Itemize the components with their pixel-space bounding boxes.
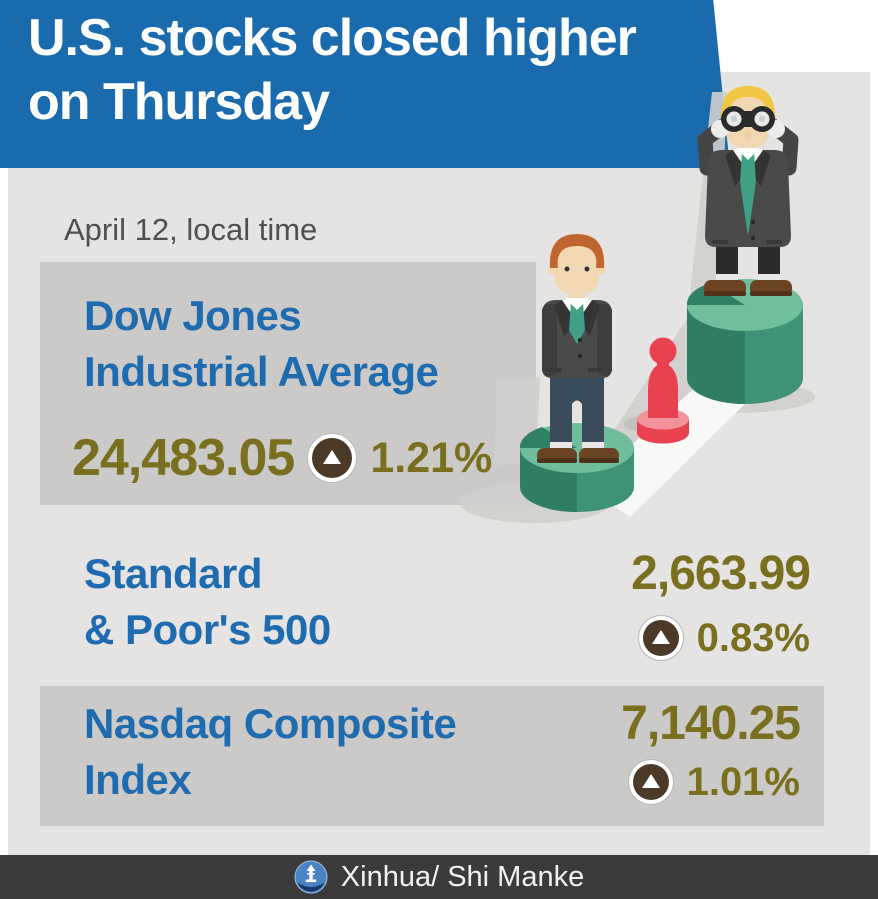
up-triangle [651, 630, 670, 644]
dow-change: 1.21% [370, 433, 493, 482]
nasdaq-change-row: 1.01% [470, 759, 800, 805]
nasdaq-name-line2: Index [84, 756, 192, 803]
nasdaq-name: Nasdaq Composite Index [84, 696, 457, 808]
up-triangle [323, 450, 342, 464]
page-title: U.S. stocks closed higher on Thursday [28, 6, 637, 134]
credit-text: Xinhua/ Shi Manke [340, 860, 585, 893]
sp500-name-line2: & Poor's 500 [84, 606, 331, 653]
nasdaq-card [40, 686, 824, 826]
up-triangle [641, 774, 660, 788]
nasdaq-name-line1: Nasdaq Composite [84, 700, 457, 747]
up-arrow-circle [632, 764, 669, 800]
header-banner [0, 0, 730, 168]
dow-jones-card [40, 262, 536, 505]
dow-value: 24,483.05 [72, 429, 295, 487]
sp500-value-block: 2,663.99 0.83% [480, 546, 811, 661]
sp500-name-line1: Standard [84, 550, 263, 597]
footer-bar: Xinhua/ Shi Manke [0, 855, 878, 899]
sp500-value: 2,663.99 [631, 547, 811, 600]
up-arrow-circle [642, 620, 679, 656]
nasdaq-value: 7,140.25 [621, 697, 801, 750]
dow-jones-name: Dow Jones Industrial Average [84, 288, 439, 400]
dow-value-row: 24,483.05 1.21% [72, 428, 492, 488]
sp500-change-row: 0.83% [480, 615, 810, 661]
dow-name-line2: Industrial Average [84, 348, 439, 395]
page-title-line2: on Thursday [28, 73, 330, 131]
date-label: April 12, local time [64, 212, 318, 247]
up-arrow-icon [637, 615, 684, 661]
xinhua-logo-icon [294, 860, 328, 894]
nasdaq-change: 1.01% [686, 759, 800, 804]
page-title-line1: U.S. stocks closed higher [28, 9, 637, 67]
up-arrow-circle [312, 438, 353, 478]
sp500-name: Standard & Poor's 500 [84, 546, 331, 658]
sp500-change: 0.83% [696, 615, 810, 660]
up-arrow-icon [627, 759, 674, 805]
dow-name-line1: Dow Jones [84, 292, 302, 339]
nasdaq-value-block: 7,140.25 1.01% [470, 696, 801, 805]
up-arrow-icon [307, 433, 358, 483]
